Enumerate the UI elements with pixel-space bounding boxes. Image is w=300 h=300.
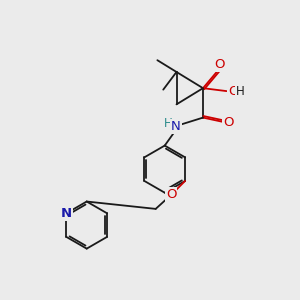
Text: O: O <box>166 188 176 201</box>
Text: O: O <box>228 85 238 98</box>
Text: H: H <box>164 117 172 130</box>
Text: N: N <box>171 120 181 133</box>
Text: O: O <box>214 58 224 71</box>
Text: O: O <box>223 116 233 128</box>
Text: N: N <box>61 207 72 220</box>
Text: H: H <box>236 85 244 98</box>
